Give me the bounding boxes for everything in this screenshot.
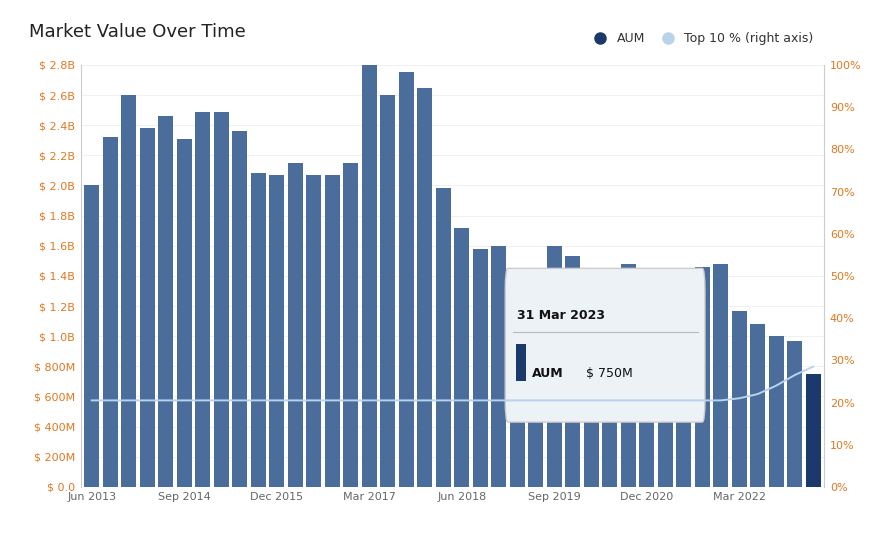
- Bar: [362, 62, 377, 487]
- Bar: [602, 268, 617, 487]
- FancyBboxPatch shape: [505, 268, 705, 422]
- Bar: [473, 249, 487, 487]
- Bar: [510, 272, 525, 487]
- Text: AUM: AUM: [532, 367, 564, 380]
- Bar: [491, 246, 506, 487]
- Bar: [732, 311, 746, 487]
- Text: 31 Mar 2023: 31 Mar 2023: [517, 309, 605, 322]
- Text: $ 750M: $ 750M: [586, 367, 633, 380]
- Bar: [288, 163, 303, 487]
- Bar: [140, 128, 155, 487]
- Bar: [713, 264, 728, 487]
- Bar: [399, 72, 414, 487]
- Bar: [418, 88, 432, 487]
- Bar: [195, 111, 211, 487]
- Bar: [324, 175, 340, 487]
- Bar: [658, 294, 673, 487]
- Bar: [177, 139, 192, 487]
- Bar: [676, 268, 692, 487]
- Bar: [380, 95, 395, 487]
- Bar: [806, 374, 821, 487]
- Bar: [516, 344, 527, 381]
- Bar: [103, 137, 118, 487]
- Legend: AUM, Top 10 % (right axis): AUM, Top 10 % (right axis): [583, 27, 818, 50]
- Bar: [232, 131, 247, 487]
- Bar: [213, 111, 228, 487]
- Bar: [435, 188, 451, 487]
- Bar: [454, 228, 470, 487]
- Bar: [694, 267, 710, 487]
- Bar: [583, 295, 599, 487]
- Bar: [306, 175, 322, 487]
- Bar: [750, 324, 765, 487]
- Bar: [251, 174, 266, 487]
- Bar: [269, 175, 284, 487]
- Bar: [788, 341, 802, 487]
- Bar: [84, 186, 99, 487]
- Bar: [343, 163, 358, 487]
- Text: Market Value Over Time: Market Value Over Time: [29, 23, 246, 41]
- Bar: [769, 336, 784, 487]
- Bar: [639, 291, 654, 487]
- Bar: [528, 283, 543, 487]
- Bar: [121, 95, 136, 487]
- Bar: [565, 256, 581, 487]
- Bar: [159, 116, 173, 487]
- Bar: [547, 246, 562, 487]
- Bar: [621, 264, 636, 487]
